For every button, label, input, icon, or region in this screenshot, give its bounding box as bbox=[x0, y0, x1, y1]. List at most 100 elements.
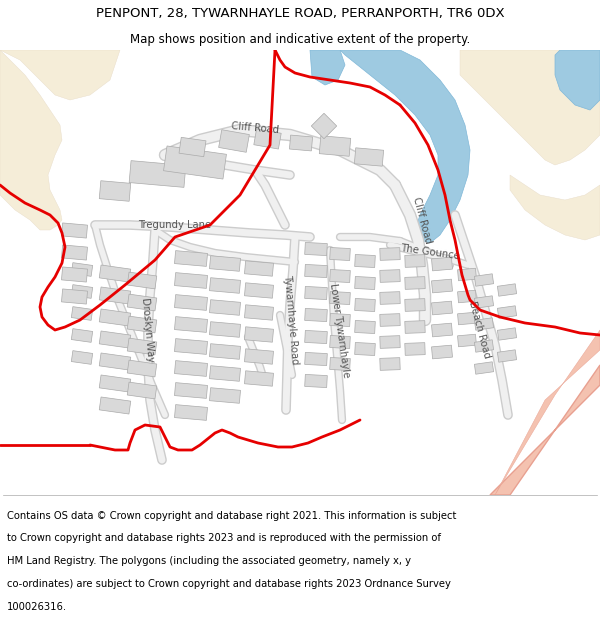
Polygon shape bbox=[0, 50, 120, 100]
Bar bbox=[305, 308, 327, 322]
Bar bbox=[431, 257, 452, 271]
Bar bbox=[209, 322, 241, 338]
Bar bbox=[61, 267, 88, 282]
Text: Map shows position and indicative extent of the property.: Map shows position and indicative extent… bbox=[130, 32, 470, 46]
Bar bbox=[244, 327, 274, 342]
Text: 100026316.: 100026316. bbox=[7, 602, 67, 612]
Bar bbox=[329, 269, 350, 282]
Text: HM Land Registry. The polygons (including the associated geometry, namely x, y: HM Land Registry. The polygons (includin… bbox=[7, 556, 411, 566]
Bar bbox=[175, 294, 208, 311]
Bar bbox=[175, 317, 208, 332]
Bar bbox=[329, 336, 350, 349]
Bar bbox=[305, 264, 327, 278]
Bar bbox=[431, 345, 452, 359]
Bar bbox=[405, 342, 425, 356]
Bar bbox=[431, 301, 452, 315]
Bar bbox=[244, 261, 274, 276]
Bar bbox=[61, 289, 88, 304]
Bar bbox=[329, 248, 350, 261]
Bar bbox=[71, 284, 92, 298]
Bar bbox=[355, 254, 376, 268]
Bar bbox=[355, 276, 376, 289]
Text: Cliff Road: Cliff Road bbox=[411, 196, 433, 244]
Bar bbox=[175, 404, 208, 421]
Bar bbox=[405, 254, 425, 268]
Bar bbox=[99, 375, 131, 392]
Bar bbox=[127, 338, 157, 355]
Bar bbox=[175, 272, 208, 288]
Text: Tywarnhayle Road: Tywarnhayle Road bbox=[282, 274, 300, 366]
Bar bbox=[175, 382, 208, 398]
Bar bbox=[475, 296, 494, 308]
Bar bbox=[209, 256, 241, 271]
Bar bbox=[305, 242, 327, 256]
Bar bbox=[380, 248, 400, 261]
Bar bbox=[99, 265, 131, 282]
Bar bbox=[209, 278, 241, 293]
Bar bbox=[209, 300, 241, 315]
Bar bbox=[305, 286, 327, 299]
Bar bbox=[497, 284, 517, 296]
Text: Lower Tywarnhayle: Lower Tywarnhayle bbox=[328, 282, 352, 378]
Bar bbox=[319, 136, 351, 156]
Bar bbox=[127, 294, 157, 311]
Bar bbox=[497, 306, 517, 318]
Bar bbox=[209, 388, 241, 403]
Bar bbox=[305, 374, 327, 388]
Bar bbox=[380, 269, 400, 282]
Bar bbox=[175, 339, 208, 354]
Text: Cliff Road: Cliff Road bbox=[231, 121, 279, 135]
Bar bbox=[305, 331, 327, 344]
Bar bbox=[254, 129, 281, 149]
Bar bbox=[475, 274, 494, 286]
Bar bbox=[175, 251, 208, 266]
Bar bbox=[380, 336, 400, 348]
Bar bbox=[355, 148, 383, 166]
Polygon shape bbox=[510, 175, 600, 240]
Bar bbox=[127, 272, 157, 289]
Bar bbox=[99, 353, 131, 370]
Bar bbox=[311, 113, 337, 139]
Bar bbox=[164, 146, 226, 179]
Bar bbox=[71, 262, 92, 276]
Bar bbox=[127, 360, 157, 377]
Bar bbox=[355, 342, 376, 356]
Bar bbox=[99, 309, 131, 326]
Bar bbox=[61, 245, 88, 260]
Polygon shape bbox=[340, 50, 470, 243]
Bar bbox=[209, 344, 241, 359]
Bar bbox=[99, 287, 131, 304]
Bar bbox=[71, 307, 92, 321]
Bar bbox=[405, 321, 425, 333]
Polygon shape bbox=[555, 50, 600, 110]
Bar bbox=[71, 329, 92, 342]
Bar bbox=[458, 290, 476, 302]
Bar bbox=[475, 340, 494, 352]
Bar bbox=[458, 312, 476, 325]
Bar bbox=[380, 357, 400, 371]
Bar bbox=[127, 316, 157, 333]
Bar bbox=[431, 279, 452, 293]
Bar bbox=[175, 361, 208, 376]
Bar bbox=[71, 351, 92, 364]
Bar bbox=[127, 382, 157, 399]
Text: The Gounce: The Gounce bbox=[400, 243, 460, 261]
Bar bbox=[380, 314, 400, 326]
Polygon shape bbox=[490, 365, 600, 495]
Bar bbox=[99, 181, 131, 201]
Bar bbox=[99, 397, 131, 414]
Bar bbox=[329, 357, 350, 371]
Bar bbox=[99, 331, 131, 348]
Bar bbox=[129, 161, 186, 188]
Bar bbox=[289, 135, 313, 151]
Text: Contains OS data © Crown copyright and database right 2021. This information is : Contains OS data © Crown copyright and d… bbox=[7, 511, 457, 521]
Bar bbox=[244, 371, 274, 386]
Bar bbox=[329, 314, 350, 326]
Text: to Crown copyright and database rights 2023 and is reproduced with the permissio: to Crown copyright and database rights 2… bbox=[7, 533, 441, 543]
Bar bbox=[497, 350, 517, 362]
Text: Tregundy Lane: Tregundy Lane bbox=[139, 220, 212, 230]
Bar bbox=[244, 305, 274, 320]
Bar bbox=[218, 130, 250, 152]
Bar bbox=[209, 366, 241, 381]
Polygon shape bbox=[460, 50, 600, 165]
